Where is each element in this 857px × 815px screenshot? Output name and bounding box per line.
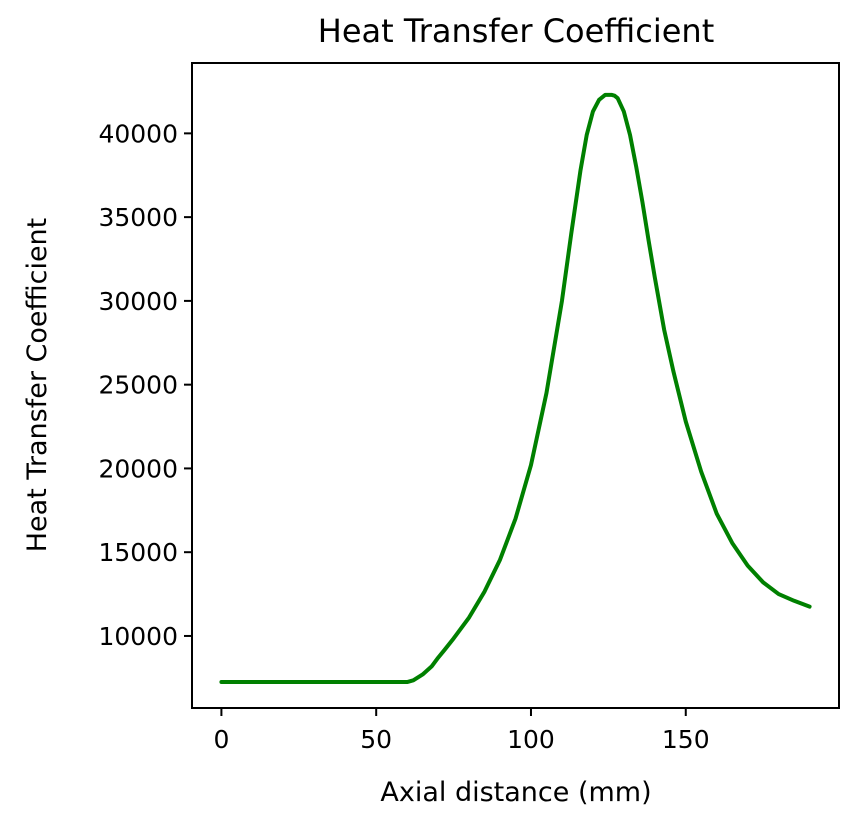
y-tick-label: 10000: [98, 622, 178, 651]
plot-frame: [191, 62, 840, 709]
chart-title: Heat Transfer Coefficient: [318, 12, 714, 50]
x-tick-label: 0: [213, 725, 229, 754]
x-axis-label: Axial distance (mm): [380, 777, 651, 808]
y-tick-label: 20000: [98, 454, 178, 483]
x-tick-label: 100: [507, 725, 555, 754]
y-tick-label: 40000: [98, 119, 178, 148]
y-tick-label: 35000: [98, 203, 178, 232]
series-line: [219, 92, 812, 685]
y-tick-label: 25000: [98, 371, 178, 400]
y-tick-label: 30000: [98, 287, 178, 316]
x-tick-label: 50: [360, 725, 392, 754]
y-axis-label: Heat Transfer Coefficient: [22, 218, 53, 553]
ticks-layer: 0 50 100 150 10000 15000 20000 25000 30000 35000 4…: [98, 119, 709, 754]
y-tick-label: 15000: [98, 538, 178, 567]
x-tick-label: 150: [662, 725, 710, 754]
